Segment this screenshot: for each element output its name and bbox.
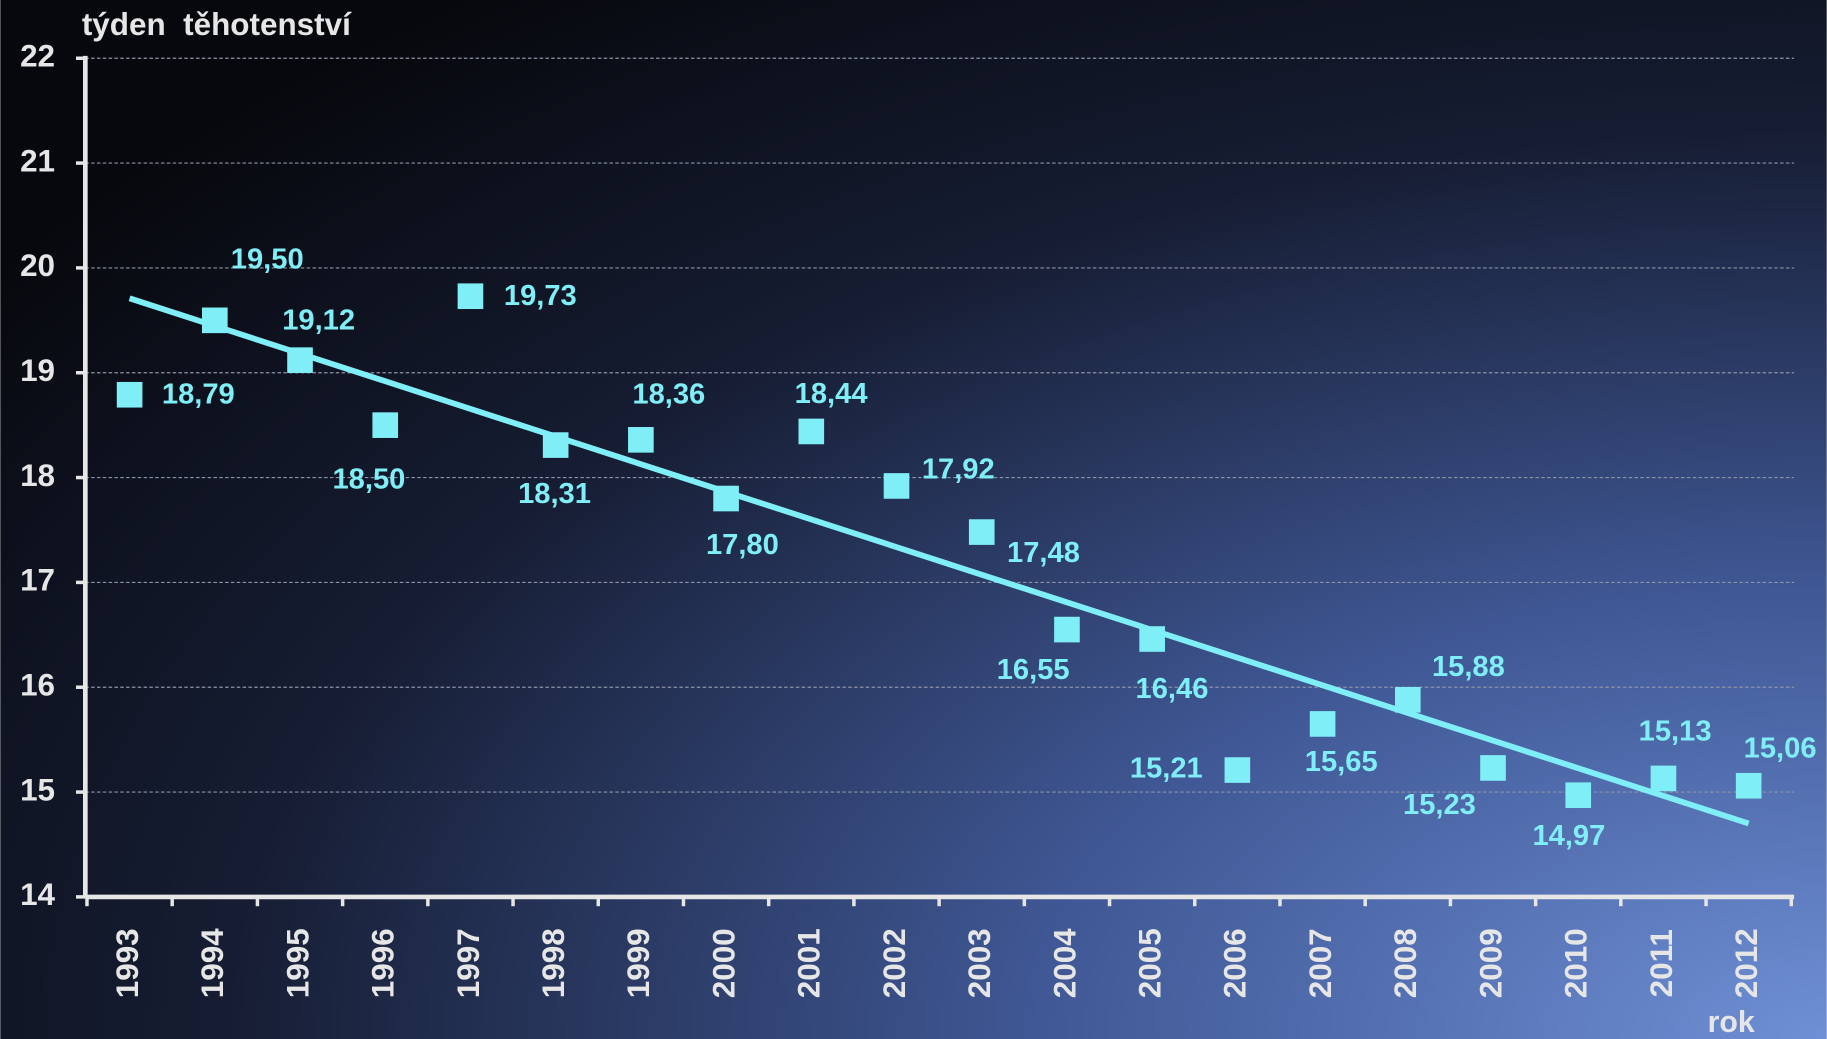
data-label: 17,92 <box>922 453 995 485</box>
x-tick-label: 1997 <box>451 928 486 998</box>
marker <box>628 427 654 453</box>
x-tick-label: 2004 <box>1047 928 1082 998</box>
marker <box>1394 686 1421 713</box>
x-tick-label: 2002 <box>877 928 912 998</box>
data-label: 15,65 <box>1305 746 1378 778</box>
data-label: 15,13 <box>1639 716 1712 748</box>
marker <box>542 432 569 458</box>
marker <box>883 473 910 499</box>
y-axis-label: týden těhotenství <box>82 7 352 42</box>
trend-line <box>128 295 1750 827</box>
data-label: 18,50 <box>332 464 405 496</box>
data-label: 15,88 <box>1432 651 1505 683</box>
data-label: 19,50 <box>231 244 304 276</box>
data-label: 18,79 <box>162 379 235 411</box>
x-tick-label: 1998 <box>536 928 571 998</box>
marker <box>287 347 313 373</box>
y-tick-label: 15 <box>20 772 55 807</box>
y-tick-label: 22 <box>20 39 55 74</box>
x-tick-label: 2011 <box>1644 929 1679 997</box>
x-tick-label: 1993 <box>110 928 145 998</box>
y-tick-label: 17 <box>20 563 55 598</box>
data-label: 17,80 <box>706 529 779 561</box>
y-tick-label: 14 <box>20 877 55 912</box>
marker <box>1054 616 1080 643</box>
x-tick-label: 2012 <box>1729 928 1764 998</box>
y-tick-label: 19 <box>20 353 55 388</box>
x-tick-label: 1999 <box>621 928 656 998</box>
x-tick-label: 2001 <box>792 928 827 998</box>
data-label: 18,31 <box>518 478 591 510</box>
x-tick-label: 2003 <box>962 928 997 998</box>
data-label: 15,23 <box>1403 789 1476 821</box>
x-tick-label: 1994 <box>195 928 230 998</box>
y-tick-label: 18 <box>20 458 55 493</box>
data-label: 15,21 <box>1130 753 1203 785</box>
x-tick-label: 2005 <box>1132 928 1167 998</box>
marker <box>116 381 143 408</box>
data-label: 14,97 <box>1532 820 1605 852</box>
marker <box>1565 782 1592 809</box>
x-tick-label: 2007 <box>1303 928 1338 998</box>
marker <box>1480 755 1506 781</box>
x-tick-label: 2000 <box>706 928 741 998</box>
x-tick-label: 2009 <box>1473 928 1508 998</box>
marker <box>713 485 739 512</box>
marker <box>1139 626 1165 652</box>
marker <box>1309 711 1336 737</box>
marker <box>1735 772 1762 799</box>
x-tick-label: 1995 <box>280 928 315 998</box>
x-axis-label: rok <box>1708 1006 1755 1039</box>
marker <box>201 307 228 334</box>
marker <box>968 519 995 545</box>
marker <box>372 412 399 438</box>
marker <box>1650 765 1677 792</box>
data-label: 19,73 <box>504 280 577 312</box>
marker <box>1224 757 1251 783</box>
marker <box>457 283 484 310</box>
data-label: 18,36 <box>632 378 705 410</box>
x-tick-label: 1996 <box>366 928 401 998</box>
data-label: 19,12 <box>282 304 355 336</box>
data-label: 16,46 <box>1136 673 1209 705</box>
data-label: 15,06 <box>1744 732 1817 764</box>
x-tick-label: 2008 <box>1388 928 1423 998</box>
y-tick-label: 20 <box>20 248 55 283</box>
x-tick-label: 2006 <box>1218 928 1253 998</box>
y-tick-label: 16 <box>20 668 55 703</box>
y-tick-label: 21 <box>20 143 55 178</box>
data-label: 16,55 <box>997 654 1070 686</box>
marker <box>798 418 825 445</box>
x-tick-label: 2010 <box>1559 928 1594 998</box>
data-label: 17,48 <box>1007 537 1080 569</box>
data-label: 18,44 <box>795 378 869 410</box>
